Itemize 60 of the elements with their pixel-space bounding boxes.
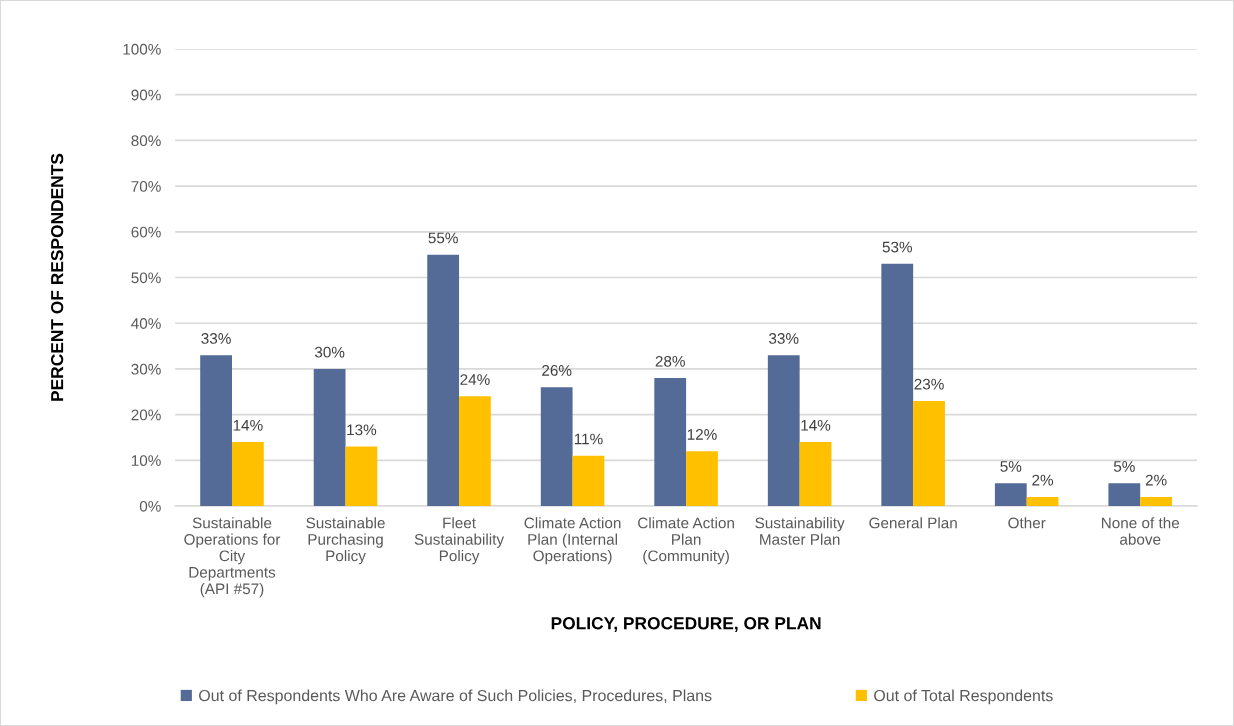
y-axis-title: PERCENT OF RESPONDENTS	[50, 153, 64, 401]
y-tick-label: 40%	[131, 318, 161, 329]
x-tick-label: None of the above	[1101, 517, 1180, 545]
y-tick-label: 70%	[131, 180, 161, 192]
bar	[1140, 496, 1172, 507]
y-tick-label: 90%	[131, 89, 161, 101]
bar	[459, 396, 491, 507]
y-tick-label: 60%	[131, 226, 161, 238]
data-label: 2%	[1145, 474, 1167, 486]
bar	[686, 451, 718, 507]
data-label: 2%	[1032, 474, 1054, 486]
y-tick-label: 30%	[131, 363, 161, 375]
data-label: 12%	[687, 429, 717, 440]
bar	[572, 455, 605, 507]
bar	[1026, 496, 1059, 507]
bar	[313, 368, 346, 507]
data-label: 5%	[1000, 461, 1022, 472]
x-tick-label: Sustainable Operations for City Departments (API #57)	[184, 517, 281, 598]
bar	[881, 263, 914, 507]
data-label: 11%	[574, 433, 603, 445]
data-label: 53%	[882, 241, 913, 253]
x-axis-title: POLICY, PROCEDURE, OR PLAN	[551, 617, 821, 632]
bar	[913, 400, 945, 507]
y-tick-label: 80%	[131, 135, 161, 147]
bar	[345, 446, 378, 507]
bar	[231, 442, 264, 507]
data-label: 24%	[460, 374, 490, 385]
bar	[200, 355, 232, 507]
data-label: 14%	[801, 419, 831, 431]
y-tick-label: 50%	[131, 272, 161, 284]
y-tick-label: 100%	[123, 43, 161, 55]
y-tick-label: 10%	[131, 455, 161, 467]
bar	[654, 378, 687, 507]
data-label: 13%	[347, 424, 377, 436]
bar	[540, 387, 573, 507]
y-tick-label: 20%	[131, 409, 161, 421]
bar	[799, 442, 832, 507]
x-tick-label: General Plan	[869, 517, 957, 529]
legend-label: Out of Respondents Who Are Aware of Such Policies, Procedures, Plans	[199, 689, 712, 705]
x-tick-label: Climate Action Plan (Community)	[638, 517, 734, 565]
data-label: 23%	[914, 378, 944, 390]
data-label: 26%	[542, 365, 572, 376]
data-label: 33%	[769, 333, 799, 344]
x-tick-label: Other	[1008, 517, 1046, 529]
data-label: 33%	[201, 333, 231, 344]
legend-label: Out of Total Respondents	[874, 689, 1053, 705]
data-label: 30%	[314, 346, 345, 358]
data-label: 5%	[1113, 461, 1135, 472]
bar	[427, 254, 460, 507]
bar	[994, 483, 1027, 507]
data-label: 14%	[233, 419, 263, 431]
x-tick-label: Climate Action Plan (Internal Operations)	[524, 517, 621, 565]
x-tick-label: Fleet Sustainability Policy	[414, 517, 505, 565]
y-tick-label: 0%	[139, 500, 161, 512]
data-label: 55%	[428, 232, 458, 244]
x-tick-label: Sustainable Purchasing Policy	[306, 517, 385, 565]
x-tick-label: Sustainability Master Plan	[755, 517, 845, 545]
data-label: 28%	[655, 355, 685, 367]
bar	[767, 355, 800, 507]
bar	[1108, 483, 1141, 507]
